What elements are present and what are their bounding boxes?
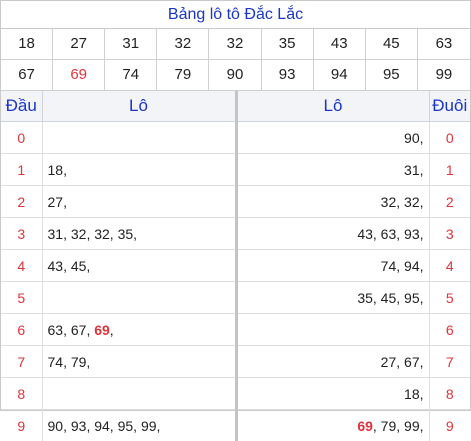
- result-number-cell: 95: [366, 60, 418, 91]
- duoi-digit: 9: [429, 410, 470, 441]
- lo-by-duoi: 74, 94,: [236, 250, 429, 282]
- highlighted-number: 69: [357, 418, 373, 434]
- header-lo-left: Lô: [42, 91, 236, 122]
- result-number-cell: 74: [105, 60, 157, 91]
- lo-by-duoi: 18,: [236, 378, 429, 410]
- result-number-cell: 90: [209, 60, 261, 91]
- dau-digit: 4: [1, 250, 42, 282]
- lo-by-dau: 74, 79,: [42, 346, 236, 378]
- lo-by-dau: 18,: [42, 154, 236, 186]
- lo-by-duoi: 31,: [236, 154, 429, 186]
- dau-digit: 9: [1, 410, 42, 441]
- duoi-digit: 4: [429, 250, 470, 282]
- result-number-cell: 79: [157, 60, 209, 91]
- lo-by-duoi: 35, 45, 95,: [236, 282, 429, 314]
- lo-by-duoi: 69, 79, 99,: [236, 410, 429, 441]
- dau-digit: 5: [1, 282, 42, 314]
- lo-by-dau: 43, 45,: [42, 250, 236, 282]
- result-number-cell: 67: [1, 60, 53, 91]
- result-number-cell: 18: [1, 29, 53, 60]
- duoi-digit: 5: [429, 282, 470, 314]
- lo-by-duoi: [236, 314, 429, 346]
- duoi-digit: 3: [429, 218, 470, 250]
- result-number-cell: 35: [262, 29, 314, 60]
- dau-digit: 2: [1, 186, 42, 218]
- dau-digit: 7: [1, 346, 42, 378]
- duoi-digit: 2: [429, 186, 470, 218]
- lo-by-duoi: 27, 67,: [236, 346, 429, 378]
- board-title: Bảng lô tô Đắc Lắc: [1, 1, 470, 29]
- result-number-cell: 99: [418, 60, 470, 91]
- dau-digit: 8: [1, 378, 42, 410]
- header-lo-right: Lô: [236, 91, 429, 122]
- lo-by-dau: 90, 93, 94, 95, 99,: [42, 410, 236, 441]
- result-number-cell: 45: [366, 29, 418, 60]
- result-number-cell: 93: [262, 60, 314, 91]
- result-number-cell: 31: [105, 29, 157, 60]
- duoi-digit: 8: [429, 378, 470, 410]
- duoi-digit: 0: [429, 122, 470, 154]
- duoi-digit: 1: [429, 154, 470, 186]
- lo-by-dau: 63, 67, 69,: [42, 314, 236, 346]
- lo-by-duoi: 43, 63, 93,: [236, 218, 429, 250]
- duoi-digit: 7: [429, 346, 470, 378]
- lo-by-dau: 27,: [42, 186, 236, 218]
- result-number-cell: 63: [418, 29, 470, 60]
- header-duoi: Đuôi: [429, 91, 470, 122]
- result-number-cell: 32: [209, 29, 261, 60]
- lo-by-dau: [42, 282, 236, 314]
- dau-digit: 1: [1, 154, 42, 186]
- dau-digit: 3: [1, 218, 42, 250]
- loto-header-row: Đầu Lô Lô Đuôi: [1, 91, 470, 122]
- duoi-digit: 6: [429, 314, 470, 346]
- result-number-cell: 94: [314, 60, 366, 91]
- lo-by-duoi: 90,: [236, 122, 429, 154]
- lo-by-dau: 31, 32, 32, 35,: [42, 218, 236, 250]
- result-number-cell: 69: [53, 60, 105, 91]
- lo-by-dau: [42, 122, 236, 154]
- result-number-cell: 43: [314, 29, 366, 60]
- result-number-cell: 32: [157, 29, 209, 60]
- dau-digit: 6: [1, 314, 42, 346]
- lo-by-dau: [42, 378, 236, 410]
- dau-digit: 0: [1, 122, 42, 154]
- highlighted-number: 69: [94, 322, 110, 338]
- result-number-cell: 27: [53, 29, 105, 60]
- lo-by-duoi: 32, 32,: [236, 186, 429, 218]
- header-dau: Đầu: [1, 91, 42, 122]
